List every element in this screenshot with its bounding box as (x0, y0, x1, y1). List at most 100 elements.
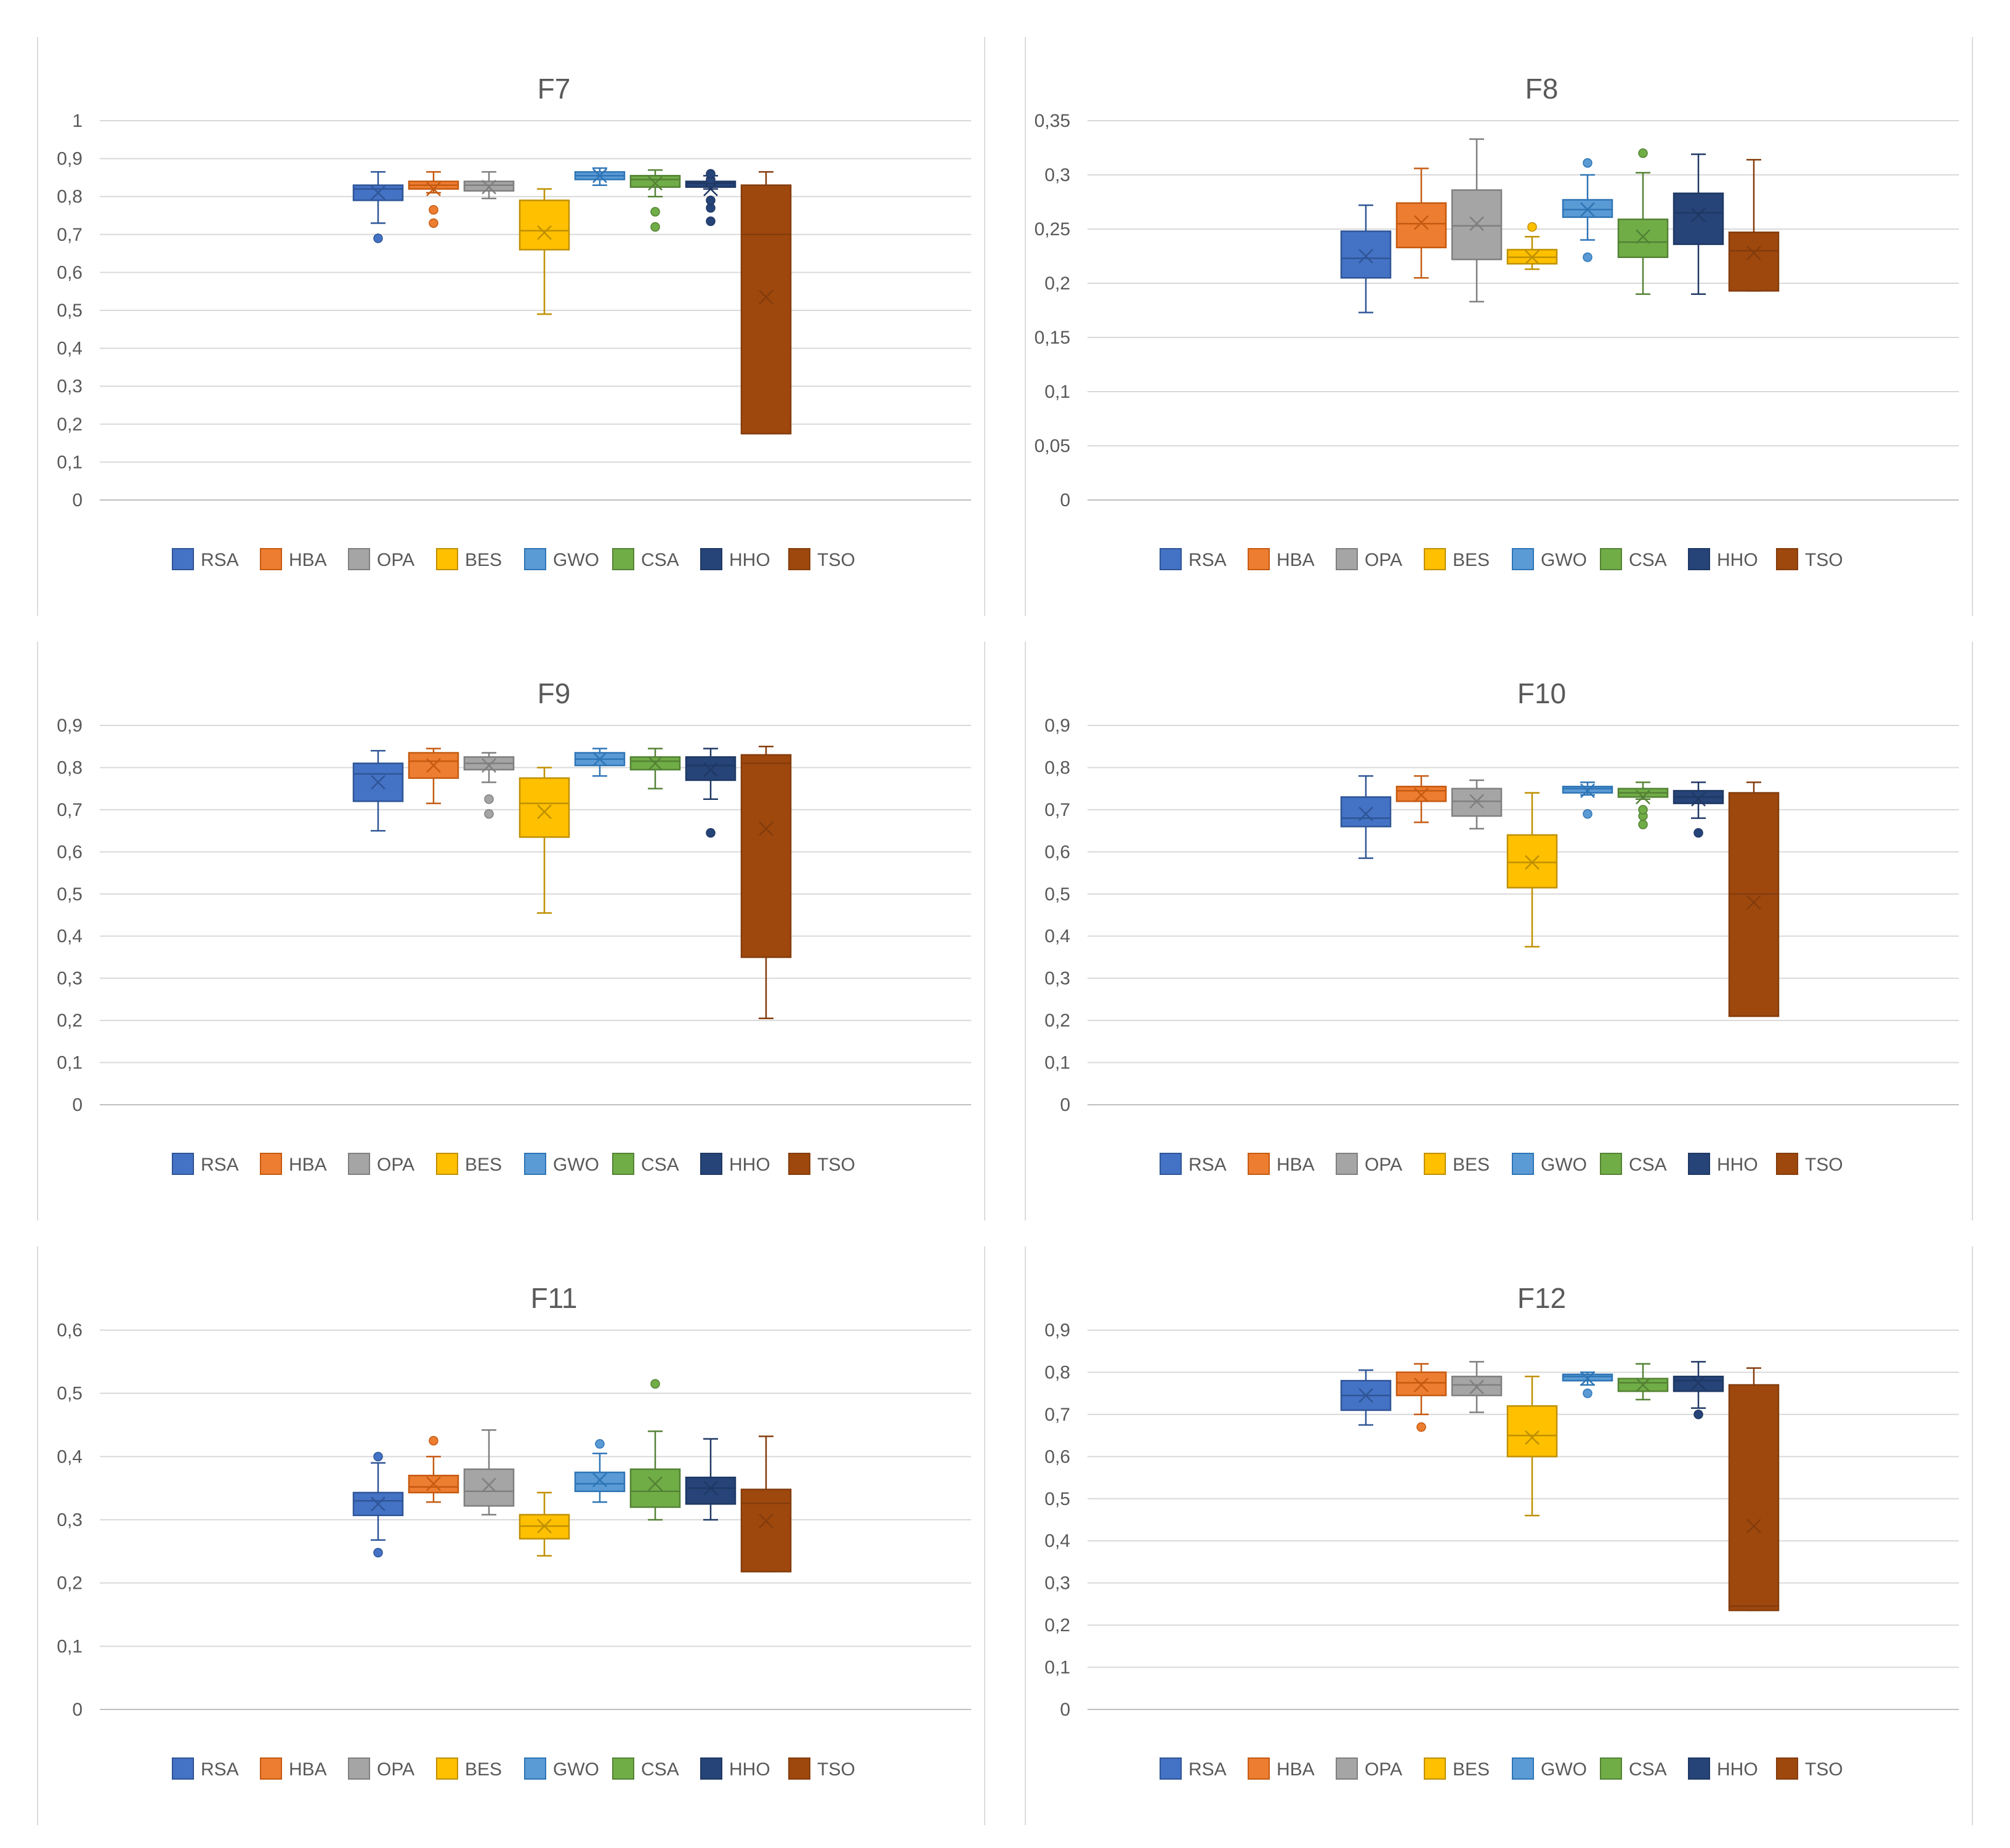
y-tick-label: 0,2 (1044, 273, 1070, 294)
mean-marker (1691, 1375, 1706, 1390)
legend-item-opa: OPA (348, 1153, 414, 1175)
outlier-point (650, 222, 660, 232)
y-tick-label: 0,3 (57, 969, 83, 989)
y-tick-label: 0,9 (57, 716, 83, 736)
legend-swatch (348, 548, 370, 570)
y-tick-label: 0,8 (57, 187, 83, 207)
y-tick-label: 0,4 (57, 926, 83, 946)
box-bes (1506, 1376, 1558, 1517)
box-bes (519, 188, 570, 315)
y-tick-label: 0,5 (57, 301, 83, 321)
mean-marker (592, 751, 607, 767)
legend-swatch (700, 1153, 722, 1175)
legend-item-opa: OPA (1336, 1757, 1402, 1780)
legend-label: RSA (201, 1155, 239, 1175)
mean-marker (1636, 229, 1650, 244)
box-iqr (519, 777, 570, 838)
y-tick-label: 0,4 (1044, 1531, 1070, 1551)
legend-swatch (1424, 548, 1446, 570)
legend-item-opa: OPA (1336, 1153, 1402, 1175)
legend-item-rsa: RSA (1160, 548, 1227, 570)
legend-item-rsa: RSA (1160, 1153, 1227, 1175)
legend-swatch (436, 1153, 458, 1175)
box-iqr (1506, 1405, 1558, 1458)
box-iqr (740, 1488, 792, 1573)
legend-item-bes: BES (1424, 1757, 1490, 1780)
outlier-point (650, 207, 660, 217)
legend-item-tso: TSO (788, 548, 855, 570)
legend-swatch (436, 548, 458, 570)
legend-item-csa: CSA (612, 548, 679, 570)
box-hho (685, 1438, 737, 1521)
outlier-point (706, 828, 716, 838)
y-tick-label: 0,5 (1044, 1489, 1070, 1509)
legend-label: HHO (729, 1155, 770, 1175)
legend-label: HBA (1277, 550, 1315, 570)
box-gwo (574, 748, 626, 777)
mean-marker (1746, 895, 1761, 910)
legend-label: RSA (1189, 550, 1227, 570)
box-rsa (352, 749, 404, 832)
outlier-point (1638, 820, 1648, 829)
legend-label: HBA (289, 1155, 327, 1175)
box-iqr (1728, 792, 1780, 1017)
legend-swatch (524, 1757, 546, 1780)
box-csa (629, 1379, 681, 1521)
mean-marker (759, 289, 773, 305)
outlier-point (429, 1435, 438, 1446)
y-tick-label: 0,35 (1035, 111, 1070, 131)
box-rsa (352, 1451, 404, 1558)
outlier-point (1416, 1422, 1426, 1432)
legend-label: CSA (641, 1155, 679, 1175)
box-iqr (1340, 796, 1392, 828)
legend-label: TSO (817, 1759, 855, 1780)
y-tick-label: 0,1 (57, 1636, 83, 1656)
legend-swatch (1336, 1757, 1358, 1780)
legend-item-csa: CSA (1600, 1153, 1667, 1175)
mean-marker (371, 1496, 385, 1512)
legend-label: HBA (289, 550, 327, 570)
box-tso (1728, 781, 1780, 1017)
mean-marker (648, 1476, 663, 1491)
mean-marker (1525, 249, 1540, 265)
legend-swatch (1424, 1757, 1446, 1780)
y-tick-label: 0,2 (57, 1573, 83, 1594)
mean-marker (648, 756, 663, 771)
box-bes (519, 1491, 570, 1557)
legend-swatch (1512, 1153, 1534, 1175)
legend-item-opa: OPA (348, 1757, 414, 1780)
legend-swatch (700, 548, 722, 570)
legend-swatch (1776, 1757, 1798, 1780)
mean-marker (1525, 1430, 1540, 1445)
chart-title: F8 (1525, 73, 1559, 105)
outlier-point (650, 1379, 660, 1389)
outlier-point (484, 809, 494, 819)
legend-label: BES (465, 1759, 502, 1780)
legend-label: CSA (1629, 550, 1667, 570)
boxplot-svg: F8 0 0,05 0,1 0,15 0,2 0,25 0,3 0,35 RSA HBA OPA BES… (1035, 73, 1959, 570)
legend-swatch (524, 1153, 546, 1175)
mean-marker (482, 179, 496, 195)
box-iqr (629, 175, 681, 188)
legend-item-gwo: GWO (524, 548, 599, 570)
mean-marker (759, 1514, 773, 1528)
outlier-point (706, 216, 716, 226)
mean-marker (1469, 216, 1484, 232)
mean-marker (1414, 788, 1429, 802)
legend-item-csa: CSA (1600, 1757, 1667, 1780)
box-gwo (1562, 158, 1613, 262)
y-tick-label: 0,7 (1044, 1405, 1070, 1425)
legend-item-gwo: GWO (524, 1153, 599, 1175)
y-tick-label: 0,6 (57, 842, 83, 862)
chart-title: F10 (1517, 677, 1566, 709)
legend-item-tso: TSO (788, 1153, 855, 1175)
legend-item-hho: HHO (700, 548, 770, 570)
outlier-point (484, 794, 494, 804)
mean-marker (1358, 249, 1373, 264)
box-bes (1506, 792, 1558, 948)
legend-swatch (700, 1757, 722, 1780)
outlier-point (1527, 222, 1537, 232)
box-tso (1728, 1367, 1780, 1612)
mean-marker (371, 775, 385, 790)
legend-swatch (172, 1153, 194, 1175)
